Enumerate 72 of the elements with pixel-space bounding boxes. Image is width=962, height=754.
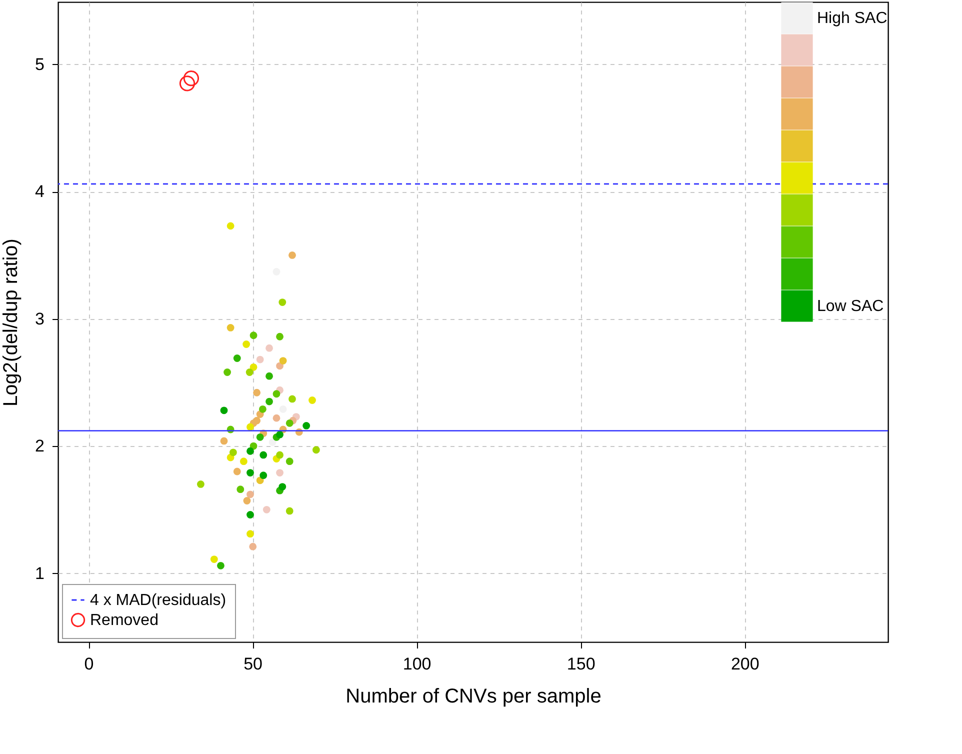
point	[256, 433, 264, 441]
point	[217, 562, 224, 570]
point	[210, 556, 218, 563]
point	[249, 542, 257, 550]
point	[272, 414, 280, 422]
legend-label: Removed	[90, 612, 158, 629]
point	[229, 448, 237, 456]
point	[253, 388, 261, 396]
point	[246, 447, 254, 455]
point	[276, 451, 284, 459]
point	[286, 458, 294, 466]
x-tick-label: 150	[566, 654, 596, 674]
point	[286, 419, 294, 427]
x-axis-title: Number of CNVs per sample	[346, 686, 602, 708]
point	[262, 506, 270, 514]
point	[266, 372, 273, 380]
point	[278, 298, 286, 306]
point	[246, 530, 254, 538]
point	[197, 480, 204, 488]
point	[256, 356, 264, 364]
point	[224, 368, 231, 376]
point	[246, 469, 254, 476]
point	[288, 395, 296, 403]
point	[308, 396, 316, 404]
point	[240, 458, 248, 466]
x-tick-label: 0	[84, 654, 94, 674]
point	[260, 472, 268, 480]
point	[272, 390, 280, 398]
point	[183, 70, 200, 86]
point	[226, 222, 234, 230]
point	[276, 469, 284, 476]
point	[233, 468, 241, 476]
y-axis-title: Log2(del/dup ratio)	[0, 238, 22, 406]
point	[268, 438, 276, 446]
point	[278, 483, 286, 490]
point	[236, 486, 244, 494]
point	[220, 406, 228, 414]
y-tick-label: 1	[35, 564, 44, 583]
point	[259, 405, 266, 413]
point	[246, 490, 254, 498]
point	[246, 423, 254, 431]
point	[276, 430, 284, 438]
point	[243, 497, 251, 504]
point	[246, 368, 254, 376]
point	[260, 451, 268, 459]
point	[312, 446, 320, 454]
point	[220, 437, 228, 445]
point	[286, 507, 294, 515]
x-tick-label: 200	[730, 654, 760, 674]
point	[266, 344, 273, 352]
point	[276, 332, 284, 340]
x-tick-label: 50	[244, 654, 262, 674]
y-tick-label: 2	[35, 436, 44, 456]
point	[179, 76, 196, 92]
point	[302, 422, 310, 430]
point	[233, 354, 241, 362]
point	[266, 398, 273, 406]
y-tick-label: 5	[35, 54, 44, 74]
point	[279, 357, 287, 365]
point	[288, 252, 296, 259]
legend-label: High SAC	[817, 10, 888, 27]
y-tick-label: 3	[35, 309, 44, 328]
point	[226, 324, 234, 332]
legend-label: Low SAC	[817, 298, 884, 315]
point	[242, 340, 250, 348]
point	[246, 511, 254, 518]
point	[250, 332, 258, 340]
x-tick-label: 100	[402, 654, 432, 674]
y-tick-label: 4	[35, 182, 44, 202]
point	[250, 363, 258, 371]
legend-label: 4 x MAD(residuals)	[90, 592, 226, 609]
point	[279, 405, 287, 413]
